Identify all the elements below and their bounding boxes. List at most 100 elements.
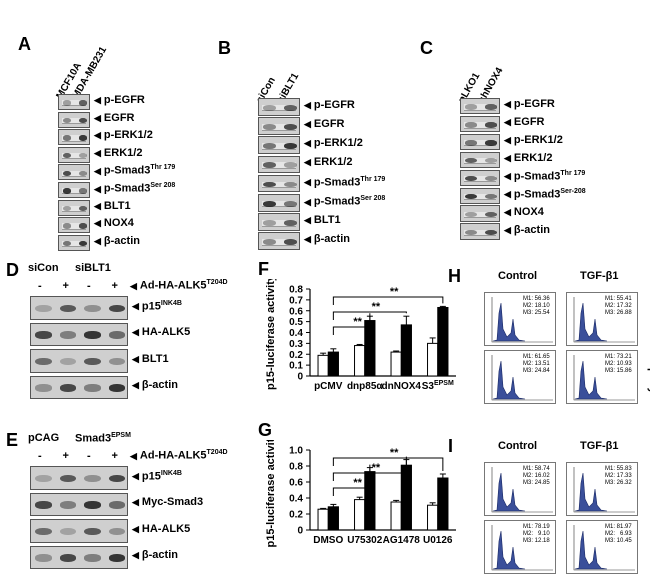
band-mark bbox=[59, 384, 76, 392]
y-tick-label: 0.2 bbox=[289, 510, 303, 521]
band-mark bbox=[108, 527, 125, 536]
significance-mark: ** bbox=[390, 286, 399, 298]
row-label: ◀ ERK1/2 bbox=[304, 156, 352, 168]
x-tick-label: pCMV bbox=[314, 381, 343, 392]
row-label: ◀ p-EGFR bbox=[504, 98, 555, 110]
blot-strip bbox=[460, 187, 500, 204]
band-mark bbox=[465, 175, 477, 182]
blot-strip bbox=[58, 199, 90, 216]
arrow-icon: ◀ bbox=[504, 152, 511, 163]
band bbox=[62, 205, 86, 213]
band-mark bbox=[59, 304, 76, 313]
blot-strip bbox=[30, 545, 128, 569]
row-label: ◀ p15INK4B bbox=[132, 300, 182, 313]
histogram-trace bbox=[574, 360, 608, 400]
arrow-icon: ◀ bbox=[132, 497, 139, 508]
histogram-plot bbox=[491, 525, 553, 571]
histogram-axes bbox=[491, 355, 553, 401]
panel-letter-a: A bbox=[18, 34, 31, 54]
significance-mark: ** bbox=[353, 316, 362, 328]
histogram-plot bbox=[491, 297, 553, 343]
y-tick-label: 0.8 bbox=[289, 285, 303, 296]
row-label-text: p-ERK1/2 bbox=[513, 134, 563, 146]
band-mark bbox=[485, 193, 497, 200]
y-tick-label: 0.3 bbox=[289, 339, 303, 350]
gate-percentage: M3: 25.54 bbox=[523, 310, 550, 316]
row-label-text: NOX4 bbox=[513, 205, 544, 218]
row-label-text: β-actin bbox=[513, 223, 550, 236]
row-label: ◀ p-EGFR bbox=[94, 94, 145, 106]
column-label: Control bbox=[498, 270, 538, 282]
row-label: ◀ EGFR bbox=[94, 112, 134, 124]
bar bbox=[354, 345, 366, 377]
gate-percentage: M3: 24.84 bbox=[523, 368, 550, 374]
band-mark bbox=[84, 384, 101, 392]
band-mark bbox=[59, 357, 76, 366]
band-mark bbox=[59, 474, 76, 483]
arrow-icon: ◀ bbox=[94, 235, 101, 246]
histogram-plot bbox=[491, 467, 553, 513]
histogram-box: M1: 58.74 M2: 16.02 M3: 24.85 bbox=[484, 462, 556, 516]
band-mark bbox=[63, 241, 71, 247]
gate-percentage: M2: 17.32 bbox=[605, 303, 632, 309]
row-label-text: EGFR bbox=[313, 118, 345, 131]
bar bbox=[317, 508, 329, 531]
band-mark bbox=[35, 474, 52, 483]
band-mark bbox=[84, 357, 101, 366]
gate-percentage: M1: 56.36 bbox=[523, 296, 550, 302]
row-label-text: p-EGFR bbox=[513, 98, 555, 111]
blot-strip bbox=[258, 117, 300, 135]
arrow-icon: ◀ bbox=[130, 450, 137, 461]
treatment-label: ◀ Ad-HA-ALK5T204D bbox=[130, 449, 228, 462]
significance-bracket bbox=[332, 313, 371, 335]
gate-percentage: M3: 10.45 bbox=[605, 538, 632, 544]
band bbox=[62, 135, 86, 142]
row-label: ◀ p-ERK1/2 bbox=[94, 129, 153, 141]
row-label-sup: Ser 208 bbox=[360, 194, 386, 202]
bar bbox=[317, 354, 329, 377]
band bbox=[464, 104, 496, 111]
x-tick-label-text: S3 bbox=[422, 381, 435, 392]
band-mark bbox=[108, 554, 125, 562]
panel-letter-h: H bbox=[448, 266, 461, 286]
arrow-icon: ◀ bbox=[504, 224, 511, 235]
band-mark bbox=[63, 170, 71, 176]
x-tick-label-text: pCMV bbox=[314, 381, 343, 392]
blot-strip bbox=[258, 194, 300, 212]
significance-bracket bbox=[332, 464, 371, 496]
row-label-text: EGFR bbox=[103, 111, 135, 124]
band-mark bbox=[465, 158, 477, 164]
bar bbox=[390, 351, 402, 377]
bar-chart-g: 0 0.2 0.4 0.6 0.8 1.0 p15-luciferase activity D… bbox=[265, 440, 456, 547]
band-mark bbox=[35, 304, 52, 313]
row-label-sup: Ser-208 bbox=[560, 187, 586, 195]
band-mark bbox=[263, 104, 276, 111]
band bbox=[62, 100, 86, 107]
x-tick-label-text: DMSO bbox=[313, 535, 343, 546]
blot-strip bbox=[258, 174, 300, 193]
blot-strip bbox=[460, 223, 500, 240]
band bbox=[464, 122, 496, 129]
band-mark bbox=[108, 501, 125, 509]
blot-strip bbox=[58, 182, 90, 199]
arrow-icon: ◀ bbox=[130, 280, 137, 291]
blot-strip bbox=[460, 151, 500, 169]
group-label-text: siBLT1 bbox=[75, 262, 111, 274]
row-label-sup: INK4B bbox=[160, 469, 182, 477]
bar bbox=[400, 464, 412, 531]
row-label-text: Myc-Smad3 bbox=[141, 496, 204, 509]
band bbox=[262, 143, 296, 150]
histogram-plot bbox=[573, 355, 635, 401]
row-label: ◀ BLT1 bbox=[94, 200, 131, 212]
band-mark bbox=[59, 527, 76, 536]
x-tick-label: dnp85α bbox=[347, 381, 383, 392]
row-label: ◀ BLT1 bbox=[132, 353, 169, 365]
column-label: TGF-β1 bbox=[580, 270, 619, 282]
band-mark bbox=[108, 384, 125, 392]
panel-letter-g: G bbox=[258, 420, 273, 440]
panel-letter-e: E bbox=[6, 430, 19, 450]
band bbox=[464, 193, 496, 201]
blot-strip bbox=[258, 213, 300, 231]
row-label-text: ERK1/2 bbox=[313, 156, 353, 169]
band bbox=[62, 117, 86, 125]
